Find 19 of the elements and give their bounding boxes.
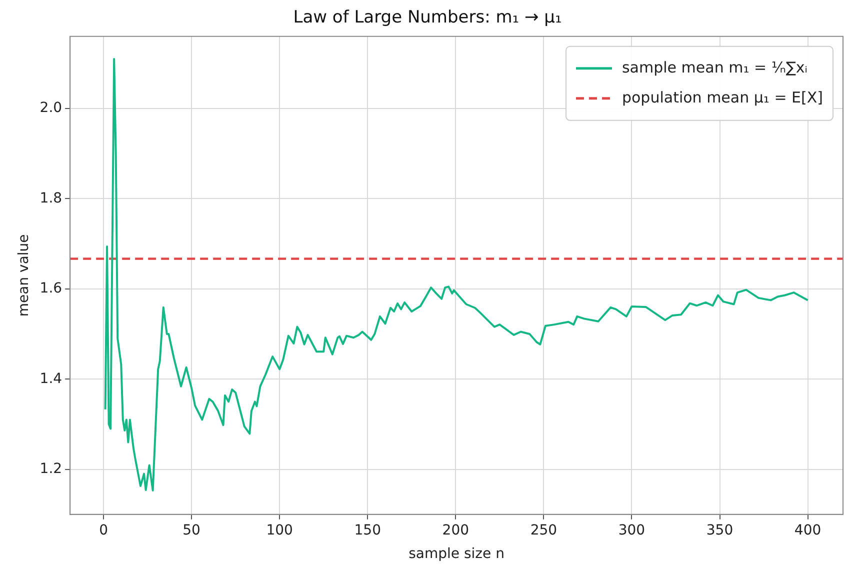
y-tick-label: 1.6 (40, 280, 62, 297)
x-tick-label: 50 (182, 522, 200, 538)
x-tick-label: 150 (354, 522, 381, 538)
x-tick-label: 400 (794, 522, 822, 538)
legend-label: sample mean m₁ = ¹⁄ₙ∑xᵢ (622, 58, 808, 76)
x-axis-title: sample size n (408, 546, 504, 562)
y-tick-label: 1.4 (40, 370, 62, 387)
x-tick-label: 0 (99, 522, 108, 538)
x-tick-label: 200 (442, 522, 470, 538)
y-tick-label: 1.8 (40, 190, 62, 206)
chart-title: Law of Large Numbers: m₁ → μ₁ (293, 8, 562, 28)
y-tick-label: 1.2 (40, 460, 62, 477)
legend-label: population mean μ₁ = E[X] (622, 88, 823, 106)
y-axis-title: mean value (16, 234, 32, 317)
y-tick-label: 2.0 (40, 100, 62, 116)
x-tick-label: 250 (530, 522, 558, 538)
x-tick-label: 350 (706, 522, 734, 538)
x-tick-label: 100 (266, 522, 293, 538)
x-tick-label: 300 (618, 522, 646, 538)
